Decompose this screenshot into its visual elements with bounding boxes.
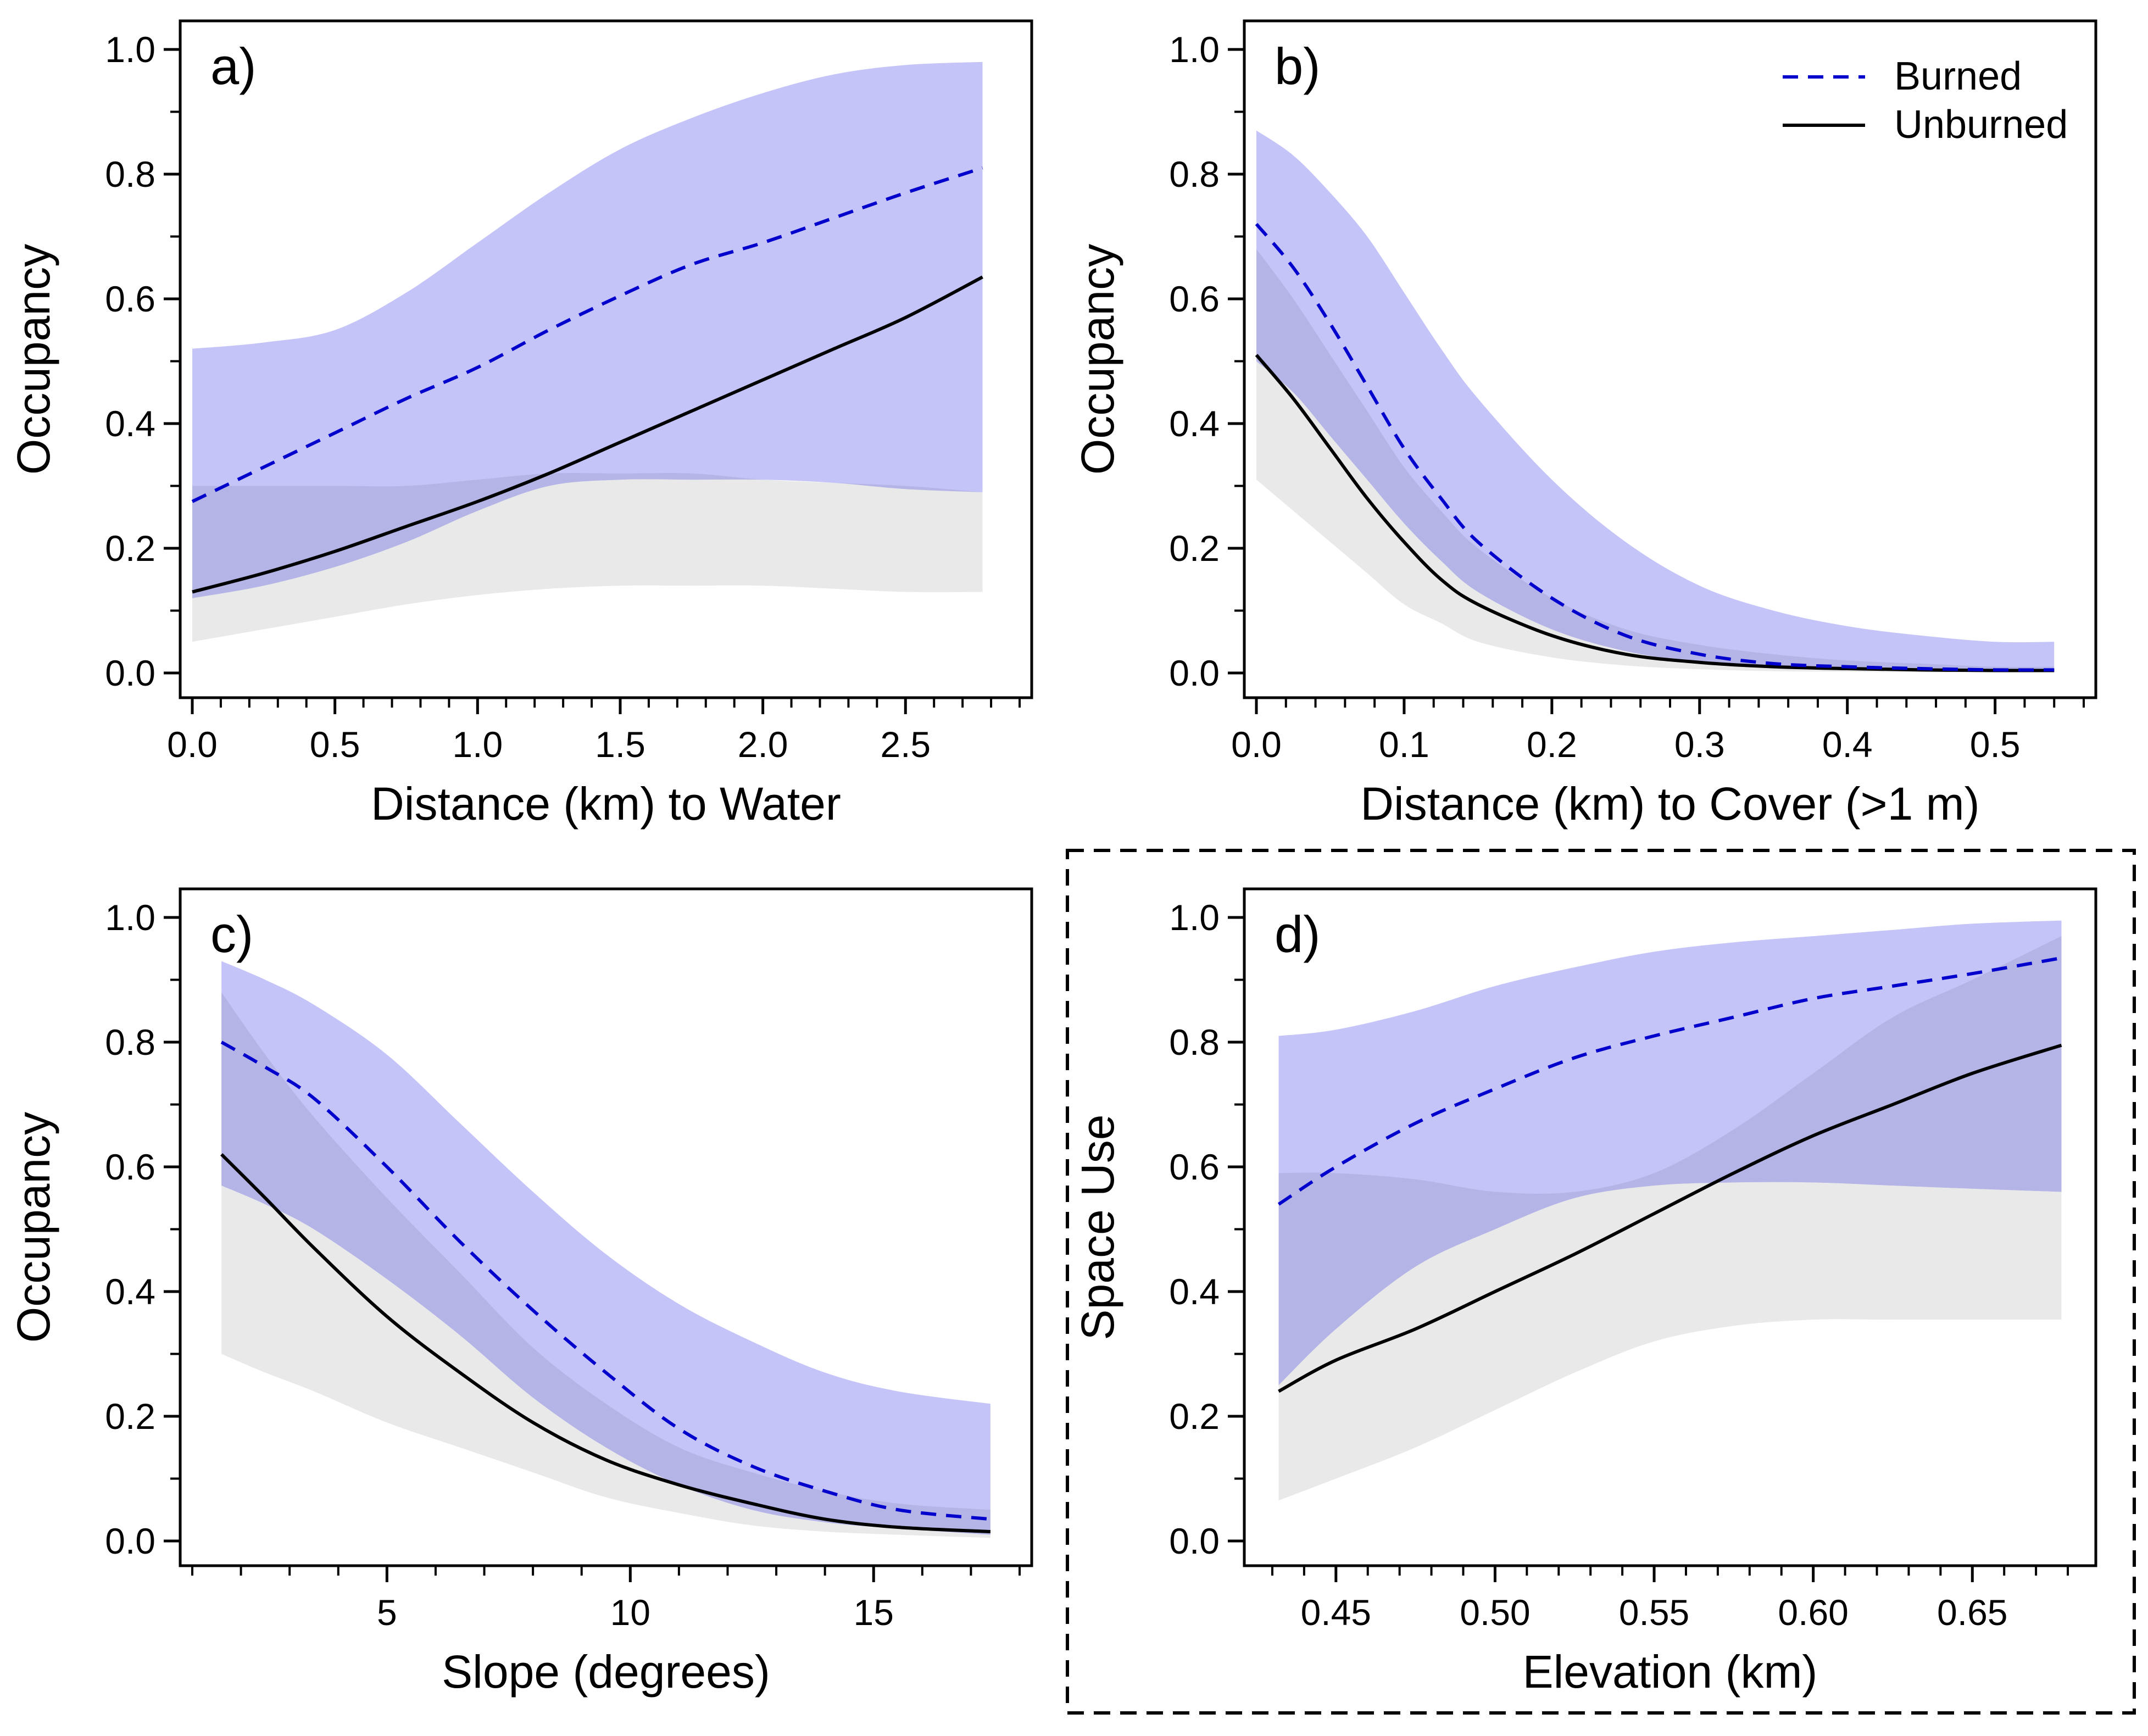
panel-c-ylabel: Occupancy: [8, 1112, 59, 1343]
panel-a-ylabel: Occupancy: [8, 244, 59, 475]
x-tick-label: 0.4: [1822, 724, 1873, 765]
legend: Burned Unburned: [1783, 54, 2068, 147]
burned-ci-band: [221, 961, 990, 1535]
y-tick-label: 0.6: [105, 279, 155, 319]
y-tick-label: 0.8: [1169, 1022, 1220, 1062]
x-tick-label: 2.0: [738, 724, 788, 765]
y-tick-label: 0.8: [105, 154, 155, 194]
y-tick-label: 0.0: [1169, 1521, 1220, 1561]
burned-line: [1255, 222, 2055, 672]
x-tick-label: 0.3: [1674, 724, 1725, 765]
panel-a-frame: [179, 19, 1033, 699]
panel-d-lines: [1277, 956, 2062, 1393]
panel-d-xlabel: Elevation (km): [1523, 1646, 1818, 1698]
panel-c-xlabel: Slope (degrees): [442, 1646, 770, 1698]
panel-d-bands: [1278, 920, 2062, 1501]
panel-b-bands: [1256, 130, 2055, 672]
y-tick-label: 0.4: [105, 403, 155, 444]
x-tick-label: 0.5: [310, 724, 360, 765]
legend-burned-label: Burned: [1894, 54, 2022, 98]
y-tick-label: 0.0: [105, 653, 155, 693]
panel-d-frame: [1243, 887, 2097, 1567]
x-tick-label: 10: [610, 1592, 650, 1633]
panel-a: 0.00.20.40.60.81.00.0 0.5 1.0 1.5 2.0 2.5 a) …: [8, 19, 1033, 830]
x-tick-label: 15: [854, 1592, 894, 1633]
y-tick-label: 0.2: [105, 1396, 155, 1437]
ci-overlap-band: [1256, 249, 2055, 672]
y-tick-label: 0.0: [1169, 653, 1220, 693]
panel-c-label: c): [210, 905, 253, 963]
y-tick-label: 0.8: [1169, 154, 1220, 194]
x-tick-label: 0.2: [1527, 724, 1577, 765]
y-tick-label: 0.2: [1169, 528, 1220, 569]
panel-c: 0.0 0.2 0.4 0.6 0.8 1.0 5 10 15 c) Slope (degree…: [8, 887, 1033, 1698]
unburned-line: [1278, 1043, 2062, 1393]
panel-a-bands: [192, 62, 983, 642]
burned-ci-band: [192, 62, 983, 598]
highlight-frame: [1066, 849, 2136, 1715]
y-tick-label: 1.0: [105, 897, 155, 938]
panel-a-lines: [191, 166, 983, 594]
panel-b: 0.00.20.40.60.81.00.0 0.1 0.2 0.3 0.4 0.5 b) …: [1072, 19, 2097, 830]
panel-b-label: b): [1275, 37, 1321, 95]
y-tick-label: 0.2: [1169, 1396, 1220, 1437]
x-tick-label: 0.50: [1460, 1592, 1530, 1633]
panel-d-ticks: 0.0 0.2 0.4 0.6 0.8 1.0 0.45 0.50 0.55 0.60 0.65: [1169, 897, 2069, 1633]
y-tick-label: 1.0: [1169, 897, 1220, 938]
x-tick-label: 1.0: [452, 724, 503, 765]
x-tick-label: 5: [377, 1592, 397, 1633]
panel-c-frame: [179, 887, 1033, 1567]
y-tick-label: 1.0: [105, 29, 155, 70]
x-tick-label: 0.55: [1619, 1592, 1689, 1633]
panel-b-lines: [1255, 222, 2055, 672]
y-tick-label: 0.6: [1169, 1147, 1220, 1187]
panel-a-xlabel: Distance (km) to Water: [371, 778, 841, 830]
panel-a-ticks: 0.0 0.2 0.4 0.6 0.8 1.0 0.0 0.5 1.0 1.5 2.0 2.5: [105, 29, 1021, 765]
y-tick-label: 0.6: [1169, 279, 1220, 319]
y-tick-label: 0.4: [1169, 1271, 1220, 1312]
x-tick-label: 0.45: [1301, 1592, 1371, 1633]
panel-c-bands: [221, 961, 990, 1538]
unburned-line: [220, 1153, 990, 1533]
y-tick-label: 0.6: [105, 1147, 155, 1187]
x-tick-label: 0.0: [1231, 724, 1282, 765]
burned-line: [220, 1041, 991, 1521]
y-tick-label: 1.0: [1169, 29, 1220, 70]
panel-a-label: a): [210, 37, 257, 95]
y-tick-label: 0.4: [1169, 403, 1220, 444]
panel-b-ylabel: Occupancy: [1072, 244, 1123, 475]
x-tick-label: 0.1: [1379, 724, 1429, 765]
y-tick-label: 0.0: [105, 1521, 155, 1561]
panel-b-xlabel: Distance (km) to Cover (>1 m): [1360, 778, 1979, 830]
x-tick-label: 1.5: [595, 724, 645, 765]
panel-d-ylabel: Space Use: [1072, 1115, 1123, 1340]
panel-b-ticks: 0.0 0.2 0.4 0.6 0.8 1.0 0.0 0.1 0.2 0.3 0.4 0.5: [1169, 29, 2085, 765]
legend-unburned-label: Unburned: [1894, 103, 2068, 147]
y-tick-label: 0.2: [105, 528, 155, 569]
panel-d: 0.0 0.2 0.4 0.6 0.8 1.0 0.45 0.50 0.55 0.60 0.65 d…: [1072, 887, 2097, 1698]
x-tick-label: 2.5: [880, 724, 931, 765]
unburned-ci-band: [221, 992, 990, 1538]
burned-line: [1277, 956, 2062, 1206]
x-tick-label: 0.5: [1970, 724, 2021, 765]
x-tick-label: 0.0: [167, 724, 218, 765]
unburned-line: [192, 275, 983, 594]
panel-c-lines: [220, 1041, 991, 1533]
panel-c-ticks: 0.0 0.2 0.4 0.6 0.8 1.0 5 10 15: [105, 897, 1021, 1633]
x-tick-label: 0.60: [1778, 1592, 1848, 1633]
panel-d-label: d): [1275, 905, 1321, 963]
y-tick-label: 0.4: [105, 1271, 155, 1312]
y-tick-label: 0.8: [105, 1022, 155, 1062]
x-tick-label: 0.65: [1937, 1592, 2007, 1633]
burned-line: [191, 166, 983, 503]
